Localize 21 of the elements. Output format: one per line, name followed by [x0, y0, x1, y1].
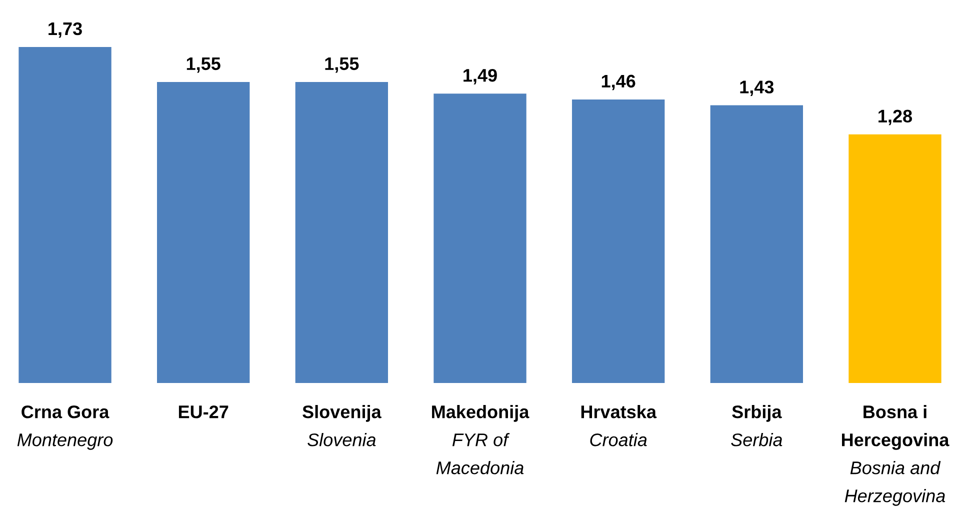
- x-tick-label: Hrvatska Croatia: [581, 405, 657, 446]
- bar: [848, 134, 942, 383]
- bar: [710, 105, 803, 383]
- data-label: 1,55: [325, 57, 359, 73]
- x-tick-label: Crna Gora Montenegro: [17, 405, 113, 450]
- data-label: 1,55: [186, 57, 220, 73]
- data-label: 1,28: [878, 110, 912, 126]
- x-tick-label: EU-27: [178, 405, 228, 418]
- x-tick-label: Slovenija Slovenia: [302, 405, 382, 446]
- data-label: 1,49: [464, 68, 497, 84]
- data-label: 1,73: [48, 22, 82, 38]
- bar: [572, 99, 665, 383]
- x-tick-label: Bosna i Hercegovina Bosnia and Herzegovina: [842, 405, 950, 506]
- data-label: 1,43: [740, 80, 774, 96]
- bar: [18, 47, 112, 383]
- bar: [295, 82, 388, 383]
- data-label: 1,46: [602, 74, 636, 90]
- x-tick-label: Makedonija FYR of Macedonia: [432, 405, 530, 474]
- bar: [157, 82, 250, 383]
- x-tick-label: Srbija Serbia: [731, 405, 782, 446]
- bar: [434, 94, 526, 383]
